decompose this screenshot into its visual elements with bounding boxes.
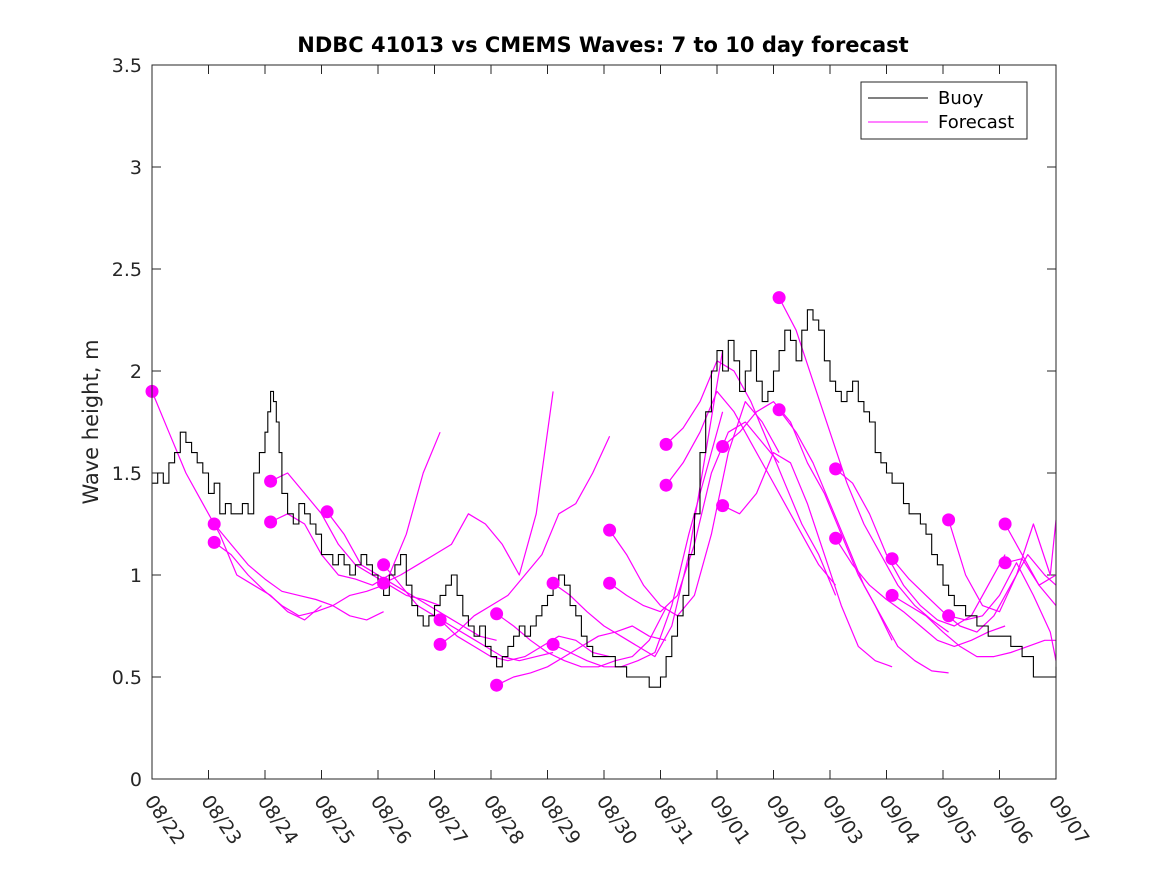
x-tick-label: 09/04	[874, 791, 923, 848]
forecast-line-26	[891, 594, 1056, 658]
forecast-marker	[942, 513, 956, 527]
forecast-marker	[772, 403, 786, 417]
x-tick-label: 09/02	[761, 791, 810, 848]
forecast-marker	[998, 517, 1012, 531]
y-tick-label: 2	[130, 361, 142, 383]
x-tick-label: 08/31	[648, 791, 697, 848]
forecast-line-3	[213, 541, 384, 617]
forecast-marker	[942, 609, 956, 623]
chart-title: NDBC 41013 vs CMEMS Waves: 7 to 10 day f…	[297, 33, 908, 57]
forecast-marker	[885, 588, 899, 602]
legend: Buoy Forecast	[860, 81, 1028, 140]
forecast-marker	[772, 291, 786, 305]
x-tick-label: 09/05	[931, 791, 980, 848]
legend-box	[860, 81, 1028, 140]
legend-buoy-label: Buoy	[938, 88, 984, 109]
forecast-marker	[377, 576, 391, 590]
forecast-marker	[885, 552, 899, 566]
forecast-line-24	[835, 537, 1006, 648]
forecast-line-29	[1004, 523, 1057, 606]
y-tick-label: 2.5	[112, 259, 142, 281]
forecast-marker	[659, 478, 673, 492]
y-tick-label: 1	[130, 565, 142, 587]
forecast-marker	[716, 440, 730, 453]
plot-frame	[151, 64, 1057, 780]
forecast-line-28	[948, 562, 1057, 661]
forecast-line-8	[383, 391, 554, 584]
forecast-marker	[546, 637, 560, 651]
forecast-marker	[490, 607, 504, 621]
plot-area	[152, 65, 1056, 779]
forecast-marker	[603, 523, 617, 537]
x-tick-label: 08/27	[422, 791, 471, 848]
y-axis-label: Wave height, m	[79, 339, 103, 504]
forecast-line-30	[1004, 558, 1057, 586]
forecast-line-1	[151, 391, 322, 621]
forecast-line-18	[665, 390, 837, 586]
y-tick-label: 3.5	[112, 55, 142, 77]
x-tick-label: 08/29	[535, 791, 584, 848]
forecast-line-2	[213, 523, 384, 621]
x-tick-label: 09/06	[987, 791, 1036, 848]
forecast-marker	[829, 462, 843, 476]
forecast-markers-group	[145, 291, 1012, 692]
y-ticks: 0 0.5 1 1.5 2 2.5 3 3.5	[112, 55, 1056, 791]
forecast-marker	[320, 505, 334, 519]
x-tick-label: 08/26	[366, 791, 415, 848]
x-tick-label: 09/01	[705, 791, 754, 848]
forecast-marker	[546, 576, 560, 590]
forecast-marker	[490, 678, 504, 692]
forecast-line-25	[891, 553, 1057, 633]
forecast-marker	[433, 613, 447, 627]
forecast-marker	[207, 517, 221, 531]
forecast-line-23	[835, 468, 1006, 627]
forecast-marker	[264, 474, 278, 488]
forecast-line-20	[722, 452, 893, 668]
y-tick-label: 0	[130, 769, 142, 791]
forecast-marker	[829, 531, 843, 545]
y-tick-label: 1.5	[112, 463, 142, 485]
forecast-marker	[207, 535, 221, 549]
forecast-marker	[264, 515, 278, 529]
forecast-marker	[433, 637, 447, 651]
forecast-line-22	[778, 409, 949, 674]
forecast-line-12	[496, 625, 667, 686]
x-tick-label: 08/25	[309, 791, 358, 848]
forecast-line-21	[778, 297, 949, 633]
forecast-marker	[998, 556, 1012, 570]
forecast-marker	[377, 558, 391, 572]
x-tick-label: 09/03	[818, 791, 867, 848]
x-tick-label: 08/30	[592, 791, 641, 848]
forecast-marker	[603, 576, 617, 590]
y-tick-label: 3	[130, 157, 142, 179]
forecast-line-15	[609, 401, 780, 617]
forecast-line-9	[439, 619, 610, 662]
x-tick-label: 08/24	[253, 791, 302, 848]
x-tick-label: 08/22	[140, 791, 189, 848]
forecast-marker	[716, 499, 730, 513]
forecast-marker	[659, 437, 673, 451]
x-tick-label: 08/23	[196, 791, 245, 848]
x-tick-label: 09/07	[1044, 791, 1093, 848]
y-tick-label: 0.5	[112, 667, 142, 689]
legend-forecast-label: Forecast	[938, 112, 1014, 133]
forecast-line-17	[665, 360, 837, 596]
forecast-line-27	[948, 519, 1057, 613]
x-tick-label: 08/28	[479, 791, 528, 848]
